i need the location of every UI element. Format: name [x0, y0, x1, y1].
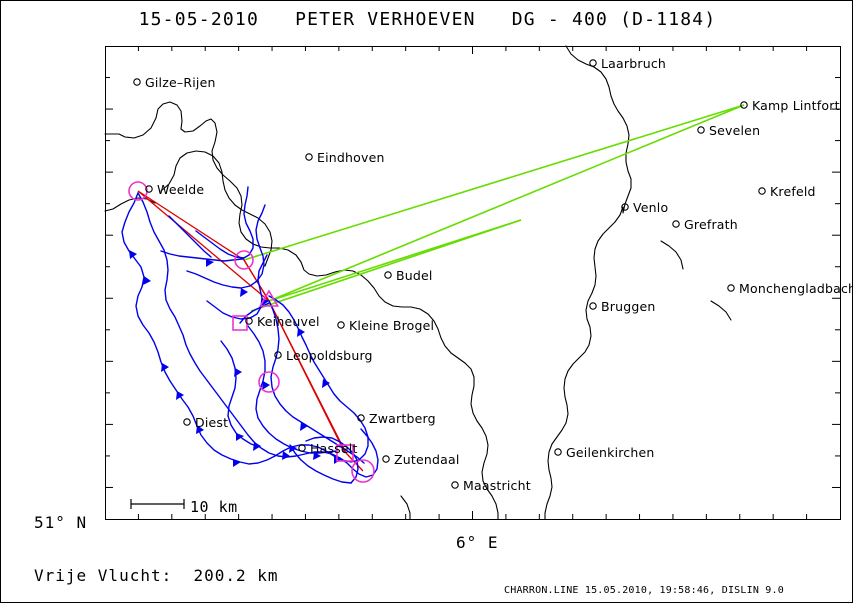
city-marker — [727, 284, 735, 292]
city-marker — [305, 153, 313, 161]
city-dots — [133, 59, 766, 489]
turnpoint-square — [336, 444, 354, 462]
city-marker — [589, 59, 597, 67]
turnpoint-triangle — [258, 289, 280, 307]
city-label: Krefeld — [770, 184, 816, 199]
city-label: Grefrath — [684, 217, 738, 232]
software-credit: CHARRON.LINE 15.05.2010, 19:58:46, DISLI… — [504, 585, 784, 596]
city-marker — [274, 351, 282, 359]
city-label: Zwartberg — [369, 411, 436, 426]
city-marker — [382, 455, 390, 463]
country-borders — [104, 45, 732, 520]
city-label: Bruggen — [601, 299, 656, 314]
turnpoint-circle — [258, 371, 280, 393]
city-label: Leopoldsburg — [286, 348, 373, 363]
city-marker — [758, 187, 766, 195]
turnpoint-markers — [128, 181, 375, 483]
city-label: Keiheuvel — [257, 314, 320, 329]
city-label: Budel — [396, 268, 433, 283]
latitude-axis-label: 51° N — [34, 513, 88, 532]
city-label: Sevelen — [709, 123, 761, 138]
scale-bar — [130, 499, 185, 509]
city-label: Weelde — [157, 182, 205, 197]
city-label: Gilze–Rijen — [145, 75, 216, 90]
free-distance-label: Vrije Vlucht: 200.2 km — [34, 566, 279, 585]
city-label: Laarbruch — [601, 56, 667, 71]
city-marker — [183, 418, 191, 426]
city-marker — [245, 317, 253, 325]
distance-leg — [268, 104, 745, 302]
city-label: Zutendaal — [394, 452, 460, 467]
city-marker — [298, 444, 306, 452]
city-marker — [451, 481, 459, 489]
page-title: 15-05-2010 PETER VERHOEVEN DG - 400 (D-1… — [138, 9, 717, 30]
city-label: Monchengladbach — [739, 281, 853, 296]
city-marker — [145, 185, 153, 193]
city-marker — [672, 220, 680, 228]
turnpoint-circle — [234, 250, 254, 270]
scale-bar-label: 10 km — [190, 498, 238, 516]
city-label: Kleine Brogel — [349, 318, 435, 333]
city-label: Venlo — [633, 200, 669, 215]
distance-leg — [250, 219, 522, 312]
city-marker — [740, 101, 748, 109]
city-label: Eindhoven — [317, 150, 385, 165]
turnpoint-circle — [351, 459, 375, 483]
city-marker — [589, 302, 597, 310]
axis-ticks — [105, 46, 840, 519]
city-label: Diest — [195, 415, 229, 430]
longitude-axis-label: 6° E — [456, 533, 499, 552]
city-marker — [357, 414, 365, 422]
track-direction-arrows — [129, 250, 342, 467]
distance-legs — [243, 104, 745, 312]
city-marker — [384, 271, 392, 279]
city-marker — [337, 321, 345, 329]
city-marker — [133, 78, 141, 86]
city-marker — [697, 126, 705, 134]
city-marker — [621, 203, 629, 211]
city-marker — [554, 448, 562, 456]
city-label: Maastricht — [463, 478, 531, 493]
city-label: Kamp Lintfort — [752, 98, 840, 113]
city-label: Geilenkirchen — [566, 445, 655, 460]
city-label: Hasselt — [310, 441, 358, 456]
flight-track — [121, 186, 379, 484]
distance-leg — [243, 104, 745, 261]
